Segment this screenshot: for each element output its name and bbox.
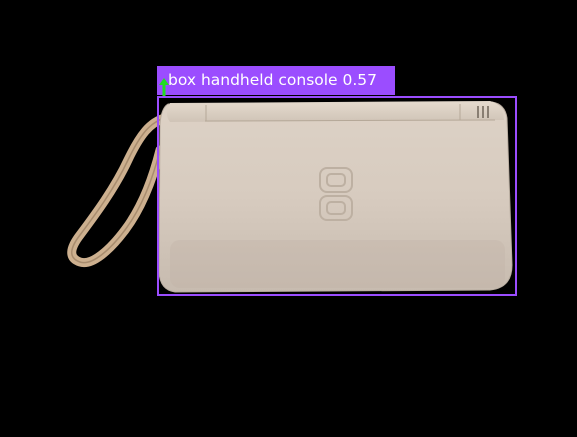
console-body xyxy=(158,101,513,293)
detection-label-text: box handheld console 0.57 xyxy=(168,71,378,89)
up-arrow-icon xyxy=(159,78,169,96)
ds-logo xyxy=(319,167,353,221)
wrist-strap xyxy=(67,113,170,268)
detection-label: box handheld console 0.57 xyxy=(157,66,395,95)
detection-bounding-box xyxy=(157,96,517,296)
